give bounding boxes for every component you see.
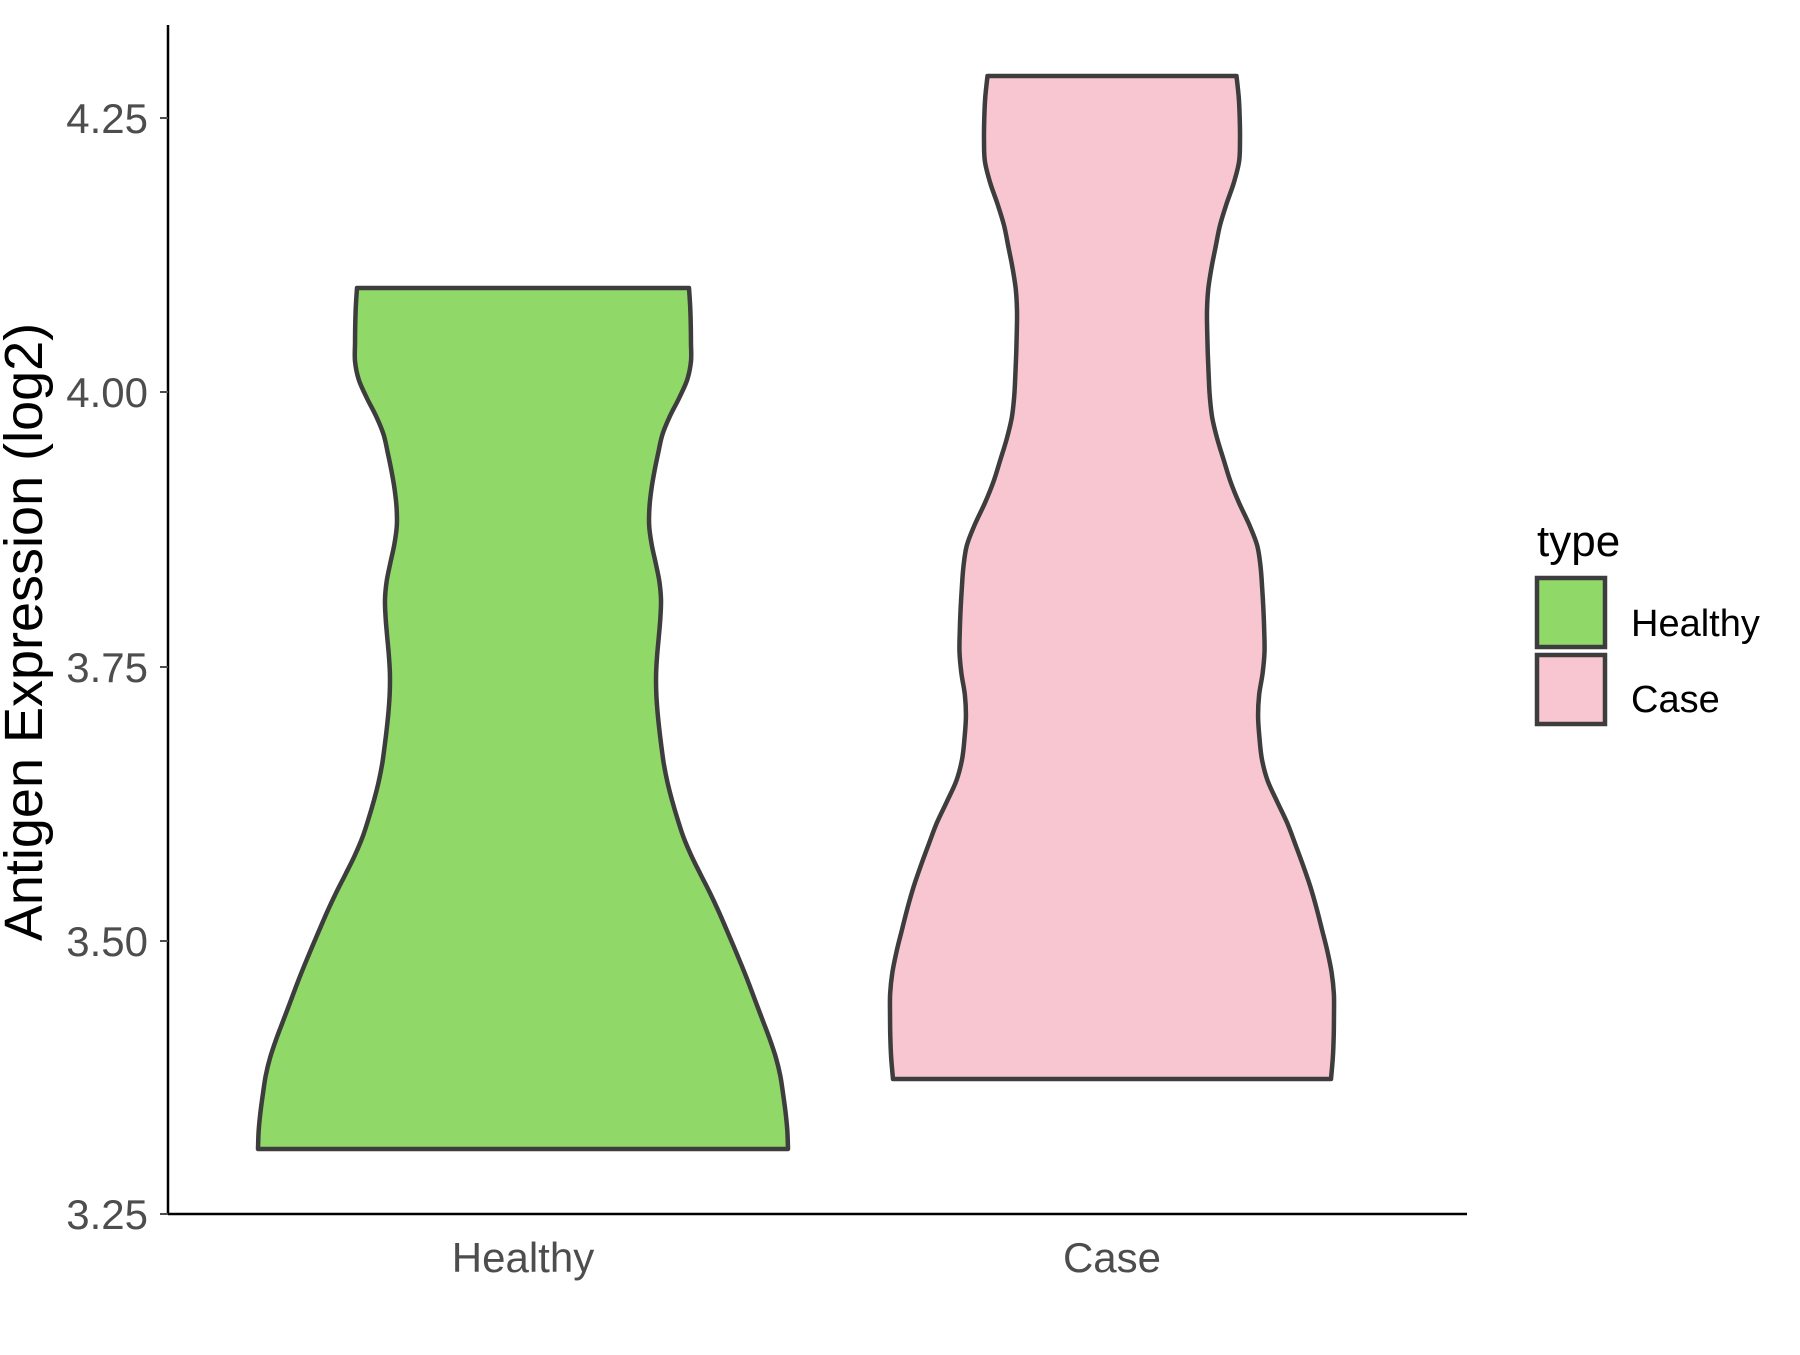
- svg-text:3.25: 3.25: [66, 1191, 148, 1238]
- svg-text:Healthy: Healthy: [1631, 603, 1760, 645]
- svg-text:4.25: 4.25: [66, 95, 148, 142]
- svg-text:Healthy: Healthy: [452, 1234, 594, 1281]
- svg-text:Case: Case: [1063, 1234, 1161, 1281]
- svg-text:3.75: 3.75: [66, 644, 148, 691]
- svg-text:Case: Case: [1631, 679, 1720, 721]
- svg-text:Antigen Expression (log2): Antigen Expression (log2): [0, 323, 54, 941]
- svg-text:type: type: [1537, 517, 1620, 566]
- svg-text:4.00: 4.00: [66, 369, 148, 416]
- svg-text:3.50: 3.50: [66, 918, 148, 965]
